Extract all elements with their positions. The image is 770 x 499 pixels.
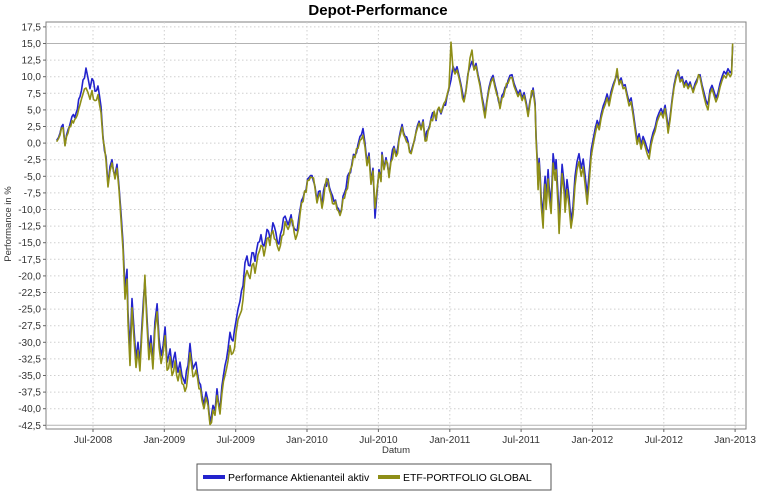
y-tick-label: -20,0	[18, 271, 41, 282]
x-axis-label: Datum	[382, 445, 410, 456]
y-tick-label: -12,5	[18, 222, 41, 233]
grid-layer	[46, 22, 746, 429]
y-tick-label: 15,0	[22, 39, 42, 50]
legend-box	[196, 463, 552, 491]
tick-layer: 17,5 15,0 12,5 10,0 7,5 5,0 2,5 0,0 -2,5 -5,0 -7,5…	[18, 22, 756, 446]
x-tick-label: Jan-2011	[429, 435, 470, 446]
x-tick-label: Jul-2011	[502, 435, 540, 446]
x-tick-label: Jan-2009	[143, 435, 185, 446]
y-tick-label: -5,0	[24, 172, 42, 183]
y-tick-label: -30,0	[18, 338, 41, 349]
y-tick-label: -17,5	[18, 255, 41, 266]
x-tick-label: Jul-2012	[645, 435, 684, 446]
legend-label-etf-portfolio: ETF-PORTFOLIO GLOBAL	[403, 472, 532, 484]
y-tick-label: -40,0	[18, 404, 41, 415]
y-tick-label: 0,0	[27, 139, 41, 150]
y-tick-label: -10,0	[18, 205, 41, 216]
y-tick-label: 2,5	[27, 122, 41, 133]
y-tick-label: 10,0	[22, 72, 42, 83]
x-tick-label: Jan-2013	[714, 435, 756, 446]
series-layer	[56, 41, 734, 426]
y-axis-label: Performance in %	[3, 186, 14, 262]
y-tick-label: 5,0	[27, 105, 41, 116]
y-tick-label: -22,5	[18, 288, 41, 299]
y-tick-label: -32,5	[18, 354, 41, 365]
chart-title: Depot-Performance	[308, 2, 447, 19]
y-tick-label: -27,5	[18, 321, 41, 332]
y-tick-label: -25,0	[18, 305, 41, 316]
x-tick-label: Jan-2010	[286, 435, 328, 446]
y-tick-label: -7,5	[24, 188, 42, 199]
x-tick-label: Jul-2009	[217, 435, 256, 446]
y-tick-label: -37,5	[18, 388, 41, 399]
legend-label-aktienanteil: Performance Aktienanteil aktiv	[228, 472, 370, 484]
y-tick-label: -35,0	[18, 371, 41, 382]
y-tick-label: -42,5	[18, 421, 41, 432]
legend: Performance Aktienanteil aktiv ETF-PORTF…	[196, 463, 552, 491]
x-tick-label: Jul-2010	[359, 435, 398, 446]
series-line-1	[56, 41, 734, 426]
plot-area	[45, 21, 747, 430]
x-tick-label: Jul-2008	[74, 435, 113, 446]
y-tick-label: 12,5	[22, 56, 42, 67]
y-tick-label: 17,5	[22, 22, 42, 33]
x-tick-label: Jan-2012	[572, 435, 614, 446]
y-tick-label: -2,5	[24, 155, 42, 166]
y-tick-label: 7,5	[27, 89, 41, 100]
y-tick-label: -15,0	[18, 238, 41, 249]
